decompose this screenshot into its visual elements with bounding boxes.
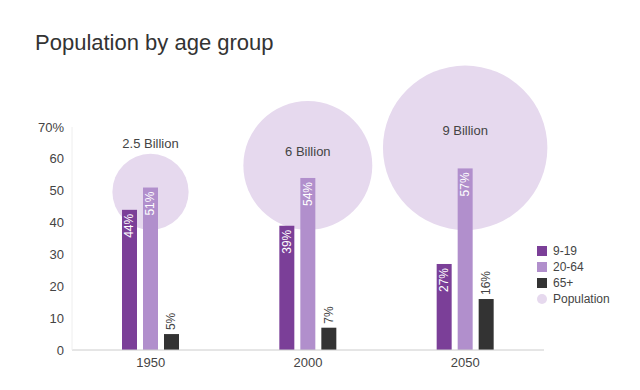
svg-text:57%: 57% [458, 172, 472, 196]
svg-text:51%: 51% [144, 191, 158, 215]
svg-text:27%: 27% [437, 268, 451, 292]
svg-text:2.5 Billion: 2.5 Billion [122, 136, 178, 151]
svg-text:10: 10 [50, 311, 64, 326]
svg-text:16%: 16% [479, 271, 493, 295]
html-text:20-64: 20-64 [553, 260, 584, 274]
svg-text:70%: 70% [38, 120, 64, 135]
svg-text:50: 50 [50, 183, 64, 198]
svg-text:30: 30 [50, 247, 64, 262]
svg-text:7%: 7% [322, 306, 336, 324]
svg-text:0: 0 [57, 343, 64, 358]
svg-text:5%: 5% [165, 312, 179, 330]
svg-text:2050: 2050 [451, 355, 480, 370]
svg-text:39%: 39% [280, 229, 294, 253]
svg-text:1950: 1950 [136, 355, 165, 370]
html-text:9-19: 9-19 [553, 244, 577, 258]
html-text:Population by age group: Population by age group [35, 30, 274, 55]
svg-text:60: 60 [50, 151, 64, 166]
svg-text:40: 40 [50, 215, 64, 230]
svg-text:54%: 54% [301, 182, 315, 206]
html-text:Population: Population [553, 292, 610, 306]
svg-text:20: 20 [50, 279, 64, 294]
svg-text:6 Billion: 6 Billion [285, 144, 331, 159]
html-text:65+: 65+ [553, 276, 574, 290]
svg-text:2000: 2000 [294, 355, 323, 370]
svg-text:9 Billion: 9 Billion [442, 123, 488, 138]
svg-text:44%: 44% [123, 214, 137, 238]
